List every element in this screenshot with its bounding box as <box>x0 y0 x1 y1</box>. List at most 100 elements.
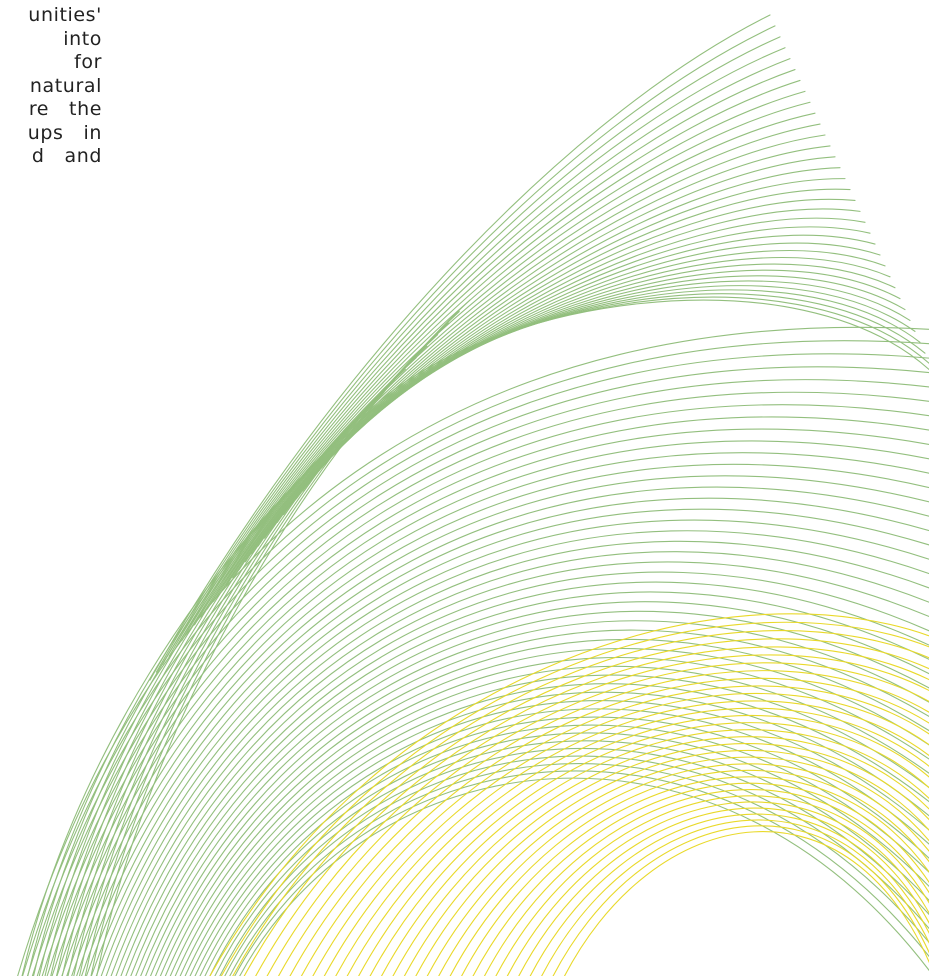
decorative-line <box>323 692 929 976</box>
decorative-line <box>321 275 906 468</box>
decorative-line <box>140 610 929 976</box>
decorative-line <box>86 497 929 976</box>
decorative-line <box>31 366 929 976</box>
decorative-line <box>95 519 929 976</box>
decorative-line <box>340 289 921 445</box>
decorative-line <box>404 743 929 976</box>
decorative-line <box>243 638 929 976</box>
decorative-line <box>214 740 929 976</box>
body-text-fragment: unities' into for natural re the ups in … <box>0 4 102 169</box>
decorative-line <box>164 657 929 976</box>
text-line: for <box>74 51 102 73</box>
decorative-line <box>234 770 929 976</box>
decorative-line <box>278 662 929 976</box>
decorative-line <box>295 250 886 500</box>
text-line: into <box>63 27 102 50</box>
decorative-line <box>159 648 929 976</box>
decorative-line <box>46 404 929 976</box>
decorative-line <box>100 530 929 976</box>
decorative-line <box>461 776 929 976</box>
decorative-line <box>308 263 896 484</box>
decorative-line <box>220 621 929 976</box>
decorative-line <box>184 691 929 976</box>
decorative-line <box>314 269 901 476</box>
decorative-line <box>346 707 929 976</box>
decorative-line <box>61 440 929 976</box>
decorative-line <box>353 296 929 429</box>
green-line-pattern <box>17 14 929 976</box>
decorative-line <box>125 581 929 976</box>
text-line: natural <box>29 74 102 97</box>
decorative-line <box>392 736 929 976</box>
decorative-line <box>155 25 776 673</box>
decorative-line <box>174 58 791 650</box>
text-line: d and <box>31 145 102 167</box>
decorative-line <box>135 601 929 976</box>
text-line: unities' <box>28 4 102 26</box>
decorative-line <box>115 561 929 976</box>
decorative-line <box>174 674 929 976</box>
decorative-line <box>56 428 929 976</box>
decorative-line <box>381 729 929 976</box>
decorative-line <box>495 795 929 976</box>
decorative-line <box>213 123 821 602</box>
decorative-line <box>81 486 929 976</box>
decorative-line <box>255 646 929 976</box>
decorative-line <box>120 571 929 976</box>
decorative-line <box>239 777 929 976</box>
decorative-line <box>149 14 771 681</box>
decorative-line <box>187 79 801 634</box>
decorative-line <box>472 782 929 976</box>
decorative-line <box>224 755 929 976</box>
decorative-line <box>289 670 929 976</box>
decorative-line <box>22 340 929 976</box>
decorative-line <box>229 763 929 976</box>
decorative-line <box>36 379 929 976</box>
decorative-line <box>327 280 911 460</box>
decorative-line <box>145 620 929 976</box>
decorative-line <box>232 630 929 976</box>
decorative-line <box>369 722 929 976</box>
decorative-line <box>518 807 929 976</box>
decorative-line <box>209 613 929 976</box>
decorative-line <box>449 769 929 976</box>
decorative-line <box>564 831 929 976</box>
decorative-line <box>506 801 929 976</box>
decorative-line <box>335 700 929 976</box>
decorative-line <box>90 508 929 976</box>
decorative-line <box>333 285 916 453</box>
decorative-line <box>199 716 929 976</box>
decorative-line <box>169 665 929 976</box>
decorative-line <box>110 551 929 976</box>
text-line: re the <box>28 98 102 120</box>
yellow-line-pattern <box>209 613 929 976</box>
decorative-line <box>130 591 929 976</box>
decorative-line <box>529 813 929 976</box>
decorative-line <box>105 540 929 976</box>
decorative-line <box>359 299 929 421</box>
decorative-line <box>17 326 929 976</box>
decorative-line <box>415 750 929 976</box>
decorative-line <box>76 475 929 976</box>
decorative-line <box>541 819 929 976</box>
decorative-line <box>193 90 806 626</box>
decorative-line <box>251 188 851 555</box>
decorative-line <box>41 391 929 976</box>
decorative-line <box>301 677 929 976</box>
decorative-line <box>179 683 929 976</box>
decorative-line <box>238 167 841 571</box>
decorative-line <box>96 299 471 976</box>
decorative-line <box>150 629 929 976</box>
decorative-line <box>225 145 831 587</box>
decorative-line <box>426 756 929 976</box>
decorative-line <box>206 112 816 610</box>
decorative-line <box>155 638 929 976</box>
decorative-line <box>244 178 846 563</box>
decorative-line <box>312 685 929 976</box>
decorative-line <box>346 293 926 437</box>
decorative-line <box>33 426 353 976</box>
text-line: ups in <box>27 121 102 144</box>
decorative-line <box>232 156 836 579</box>
